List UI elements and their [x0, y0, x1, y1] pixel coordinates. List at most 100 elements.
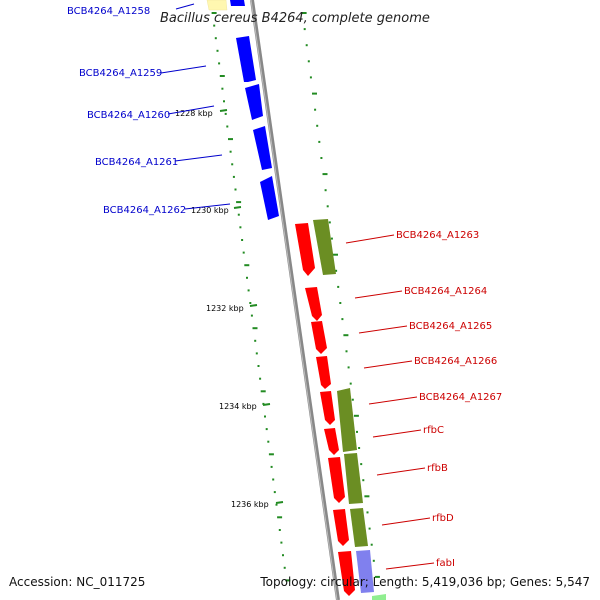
guide-dot [231, 163, 234, 166]
guide-dot [366, 511, 369, 514]
guide-dot [318, 140, 321, 143]
gene-arrow-BCB4264_A1265[interactable] [311, 321, 327, 354]
olive-feature-2[interactable] [337, 388, 357, 452]
gene-label-right[interactable]: rfbC [423, 425, 444, 436]
accession-text: Accession: NC_011725 [9, 575, 146, 589]
olive-feature-4[interactable] [350, 508, 368, 547]
gene-label-left[interactable]: BCB4264_A1258 [67, 6, 150, 17]
tick-label-1232: 1232 kbp [206, 304, 244, 313]
guide-dot [372, 559, 375, 562]
guide-dot [273, 491, 276, 494]
right-leader-lines [345, 234, 435, 570]
guide-dot [349, 382, 352, 385]
gene-arrow-BCB4264_A1260[interactable] [245, 84, 263, 120]
guide-dot [218, 62, 221, 65]
guide-dot [285, 579, 291, 582]
guide-dot [247, 289, 250, 292]
gene-arrow-rfbB[interactable] [328, 457, 345, 503]
guide-dot [358, 447, 361, 449]
guide-dot [309, 76, 312, 79]
guide-dot [337, 285, 340, 288]
guide-dot [328, 221, 331, 224]
gene-label-left[interactable]: BCB4264_A1262 [103, 205, 186, 216]
guide-dot [364, 495, 370, 498]
guide-dot [228, 138, 233, 141]
guide-dot [305, 44, 308, 47]
tick-label-1228: 1228 kbp [175, 109, 213, 118]
guide-dot [254, 339, 257, 342]
guide-dot [320, 157, 323, 159]
olive-feature-3[interactable] [344, 453, 363, 504]
gene-label-right[interactable]: rfbD [432, 513, 454, 524]
guide-dot [272, 478, 275, 481]
gene-arrow-BCB4264_A1263[interactable] [295, 223, 315, 276]
gene-label-left[interactable]: BCB4264_A1261 [95, 157, 178, 168]
right-strand-genes [295, 223, 355, 596]
guide-dot [343, 334, 349, 337]
guide-dot [241, 239, 244, 241]
gene-label-right[interactable]: BCB4264_A1267 [419, 392, 502, 403]
gene-arrow-rfbC[interactable] [324, 428, 339, 455]
gene-arrow-BCB4264_A1264[interactable] [305, 287, 322, 321]
left-leader-lines [160, 3, 231, 210]
guide-dots [211, 12, 380, 582]
guide-dot [264, 415, 266, 418]
guide-dot [246, 276, 248, 279]
guide-dot [260, 390, 266, 393]
guide-dot [374, 575, 380, 578]
tick-mark-1230 [233, 206, 242, 209]
guide-dot [259, 377, 262, 380]
coordinate-ticks: 1228 kbp 1230 kbp 1232 kbp 1234 kbp 1236… [175, 109, 284, 509]
gene-arrow-rfbD[interactable] [333, 509, 349, 546]
guide-dot [277, 516, 283, 519]
guide-dot [275, 503, 278, 506]
gene-label-left[interactable]: BCB4264_A1259 [79, 68, 162, 79]
guide-dot [219, 75, 225, 77]
gene-label-right[interactable]: BCB4264_A1266 [414, 356, 497, 367]
topology-text: Topology: circular; Length: 5,419,036 bp… [260, 575, 590, 589]
gene-label-right[interactable]: BCB4264_A1265 [409, 321, 492, 332]
gene-label-right[interactable]: BCB4264_A1264 [404, 286, 487, 297]
tick-mark-1234 [262, 403, 271, 406]
gene-arrow-BCB4264_A1258[interactable] [230, 0, 245, 6]
gene-arrow-BCB4264_A1266[interactable] [316, 356, 331, 389]
guide-dot [370, 543, 373, 546]
gene-arrow-BCB4264_A1267[interactable] [320, 391, 335, 425]
guide-dot [283, 566, 286, 569]
gene-label-right[interactable]: BCB4264_A1263 [396, 230, 479, 241]
guide-dot [314, 108, 317, 111]
gene-label-right[interactable]: rfbB [427, 463, 448, 474]
guide-dot [351, 398, 354, 401]
guide-dot [368, 527, 371, 530]
guide-dot [242, 251, 245, 254]
gene-arrow-BCB4264_A1259[interactable] [236, 36, 256, 82]
guide-dot [226, 125, 229, 128]
guide-dot [339, 302, 342, 304]
guide-dot [249, 302, 252, 304]
guide-dot [257, 365, 260, 367]
guide-dot [265, 428, 268, 431]
guide-dot [330, 237, 333, 240]
guide-dot [324, 189, 327, 192]
gene-arrow-BCB4264_A1262[interactable] [260, 176, 279, 220]
left-gene-labels: BCB4264_A1258 BCB4264_A1259 BCB4264_A126… [67, 6, 186, 216]
olive-feature-1[interactable] [313, 219, 336, 275]
gene-arrow-fabI[interactable] [338, 551, 355, 596]
guide-dot [333, 253, 338, 256]
gene-label-left[interactable]: BCB4264_A1260 [87, 110, 170, 121]
guide-dot [326, 205, 329, 208]
guide-dot [221, 87, 224, 90]
tick-mark-1236 [275, 501, 284, 504]
gene-arrow-BCB4264_A1261[interactable] [253, 126, 272, 170]
guide-dot [262, 402, 265, 405]
guide-dot [213, 24, 216, 27]
tick-label-1234: 1234 kbp [219, 402, 257, 411]
guide-dot [267, 440, 270, 443]
lavender-feature[interactable] [356, 550, 374, 593]
guide-dot [214, 37, 217, 40]
guide-dot [255, 352, 258, 355]
guide-dot [234, 188, 237, 191]
guide-dot [216, 49, 219, 52]
gene-label-right[interactable]: fabI [436, 558, 455, 569]
